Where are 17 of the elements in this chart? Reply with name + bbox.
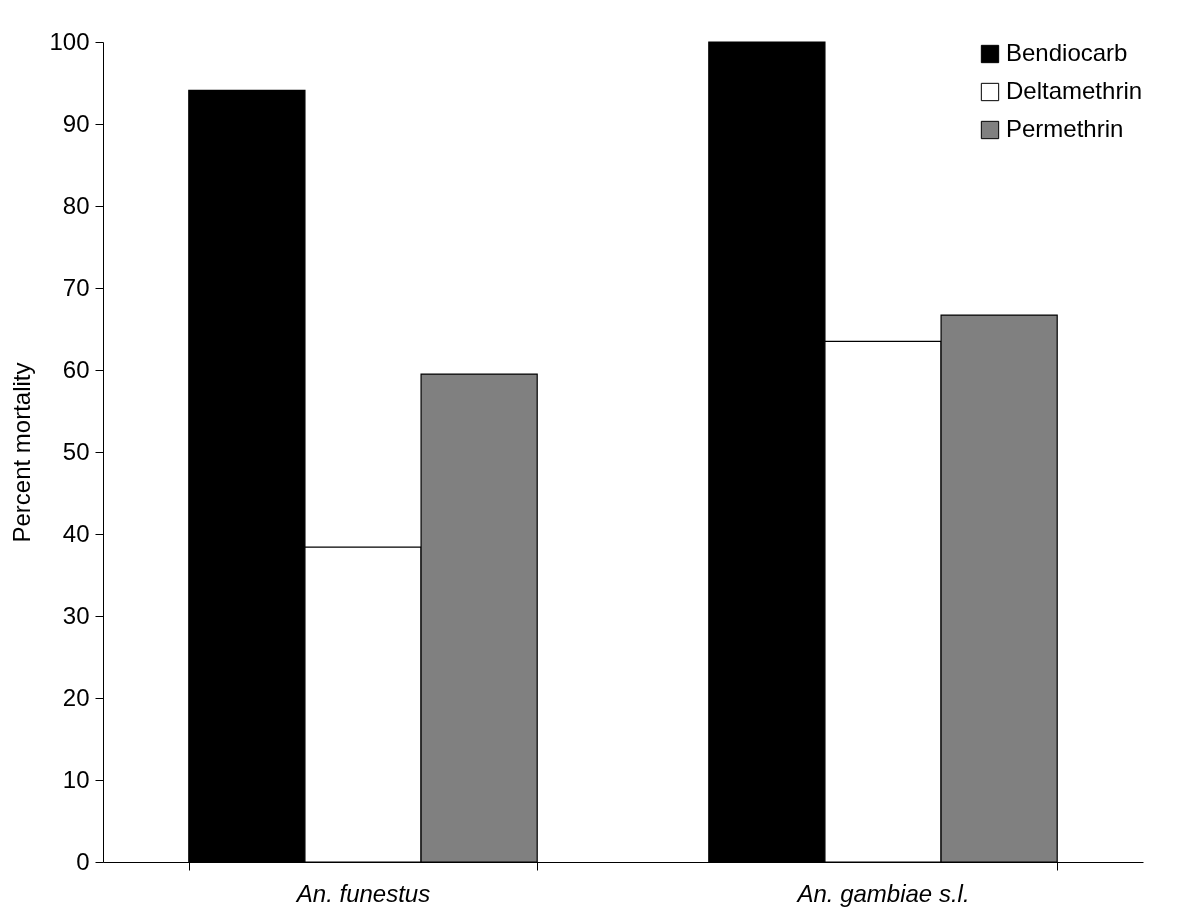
- y-tick-label: 40: [62, 519, 90, 547]
- x-tick-label: An. funestus: [294, 879, 431, 907]
- y-tick-label: 0: [76, 847, 90, 875]
- y-tick-label: 100: [49, 27, 90, 55]
- y-axis-title: Percent mortality: [8, 362, 36, 543]
- legend-label: Deltamethrin: [1006, 77, 1143, 104]
- legend-label: Permethrin: [1006, 115, 1124, 142]
- y-tick-label: 90: [62, 109, 90, 137]
- legend-label: Bendiocarb: [1006, 39, 1128, 66]
- y-tick-label: 70: [62, 273, 90, 301]
- y-tick-label: 60: [62, 355, 90, 383]
- x-tick-label: An. gambiae s.l.: [795, 879, 970, 907]
- y-tick-label: 80: [62, 191, 90, 219]
- y-tick-label: 20: [62, 683, 90, 711]
- y-tick-label: 30: [62, 601, 90, 629]
- y-tick-label: 50: [62, 437, 90, 465]
- y-tick-label: 10: [62, 765, 90, 793]
